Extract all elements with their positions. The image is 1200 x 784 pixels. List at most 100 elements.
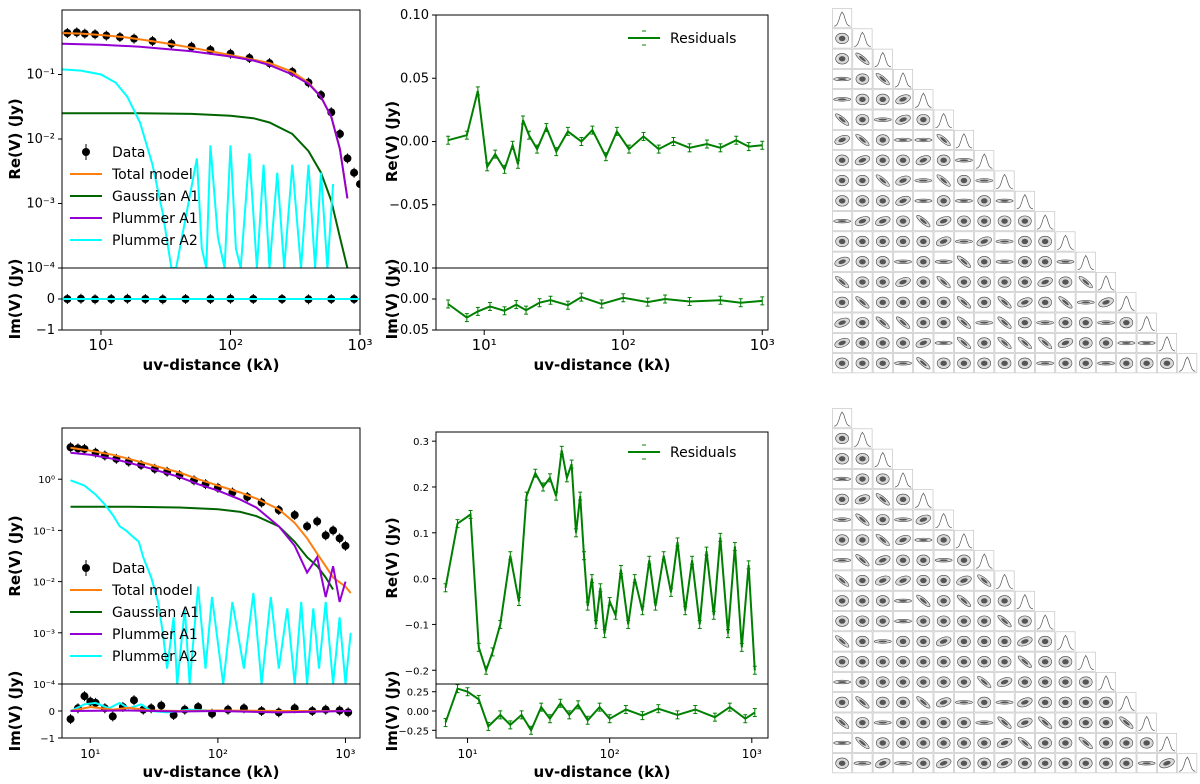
corner-contour-core [859, 177, 866, 184]
corner-contour-core [981, 259, 988, 265]
data-point [66, 443, 75, 452]
corner-contour-core [879, 760, 887, 766]
x-tick-label: 10³ [335, 747, 355, 761]
corner-contour-core [920, 638, 927, 645]
corner-contour-core [940, 198, 947, 204]
corner-contour-core [1082, 720, 1089, 726]
series-residuals [443, 684, 757, 735]
corner-contour-core [838, 320, 846, 325]
corner-contour-core [879, 238, 886, 245]
corner-contour-core [959, 199, 969, 202]
y-tick-label: −0.25 [398, 726, 429, 737]
corner-contour-core [1101, 362, 1111, 365]
y-tick-label: −1 [36, 323, 55, 338]
corner-contour-core [919, 360, 927, 367]
panel-bottom-middle: 0.3 0.2 0.1 0.0 −0.1 −0.2 0.25 0.00 −0.25 10¹ 10² 1… [383, 431, 769, 781]
y-tick-label: 0.00 [407, 707, 429, 718]
corner-contour-core [879, 557, 887, 563]
corner-contour-core [1041, 259, 1049, 265]
legend: Data Total model Gaussian A1 Plummer A1 Plum… [70, 144, 199, 249]
x-tick-label: 10³ [742, 747, 762, 761]
corner-contour-core [1000, 740, 1009, 746]
corner-contour-core [1041, 760, 1049, 766]
corner-histogram [833, 11, 851, 27]
corner-contour-core [1082, 679, 1089, 685]
corner-contour-core [898, 518, 908, 521]
corner-contour-core [1021, 340, 1029, 346]
corner-contour-core [1102, 760, 1110, 766]
series-line [70, 505, 334, 591]
y-tick-label: −1 [40, 734, 55, 745]
corner-contour-core [859, 320, 866, 326]
corner-contour-core [981, 638, 988, 645]
corner-contour-core [980, 577, 988, 584]
corner-histogram [976, 553, 993, 569]
corner-contour-core [1021, 300, 1029, 305]
corner-contour-core [960, 760, 968, 766]
data-point [80, 692, 89, 701]
corner-contour-core [1041, 638, 1049, 645]
corner-contour-core [859, 577, 866, 584]
data-point [344, 708, 353, 717]
corner-contour-core [1102, 300, 1110, 305]
corner-contour-core [1041, 238, 1049, 245]
corner-contour-core [899, 557, 907, 563]
corner-contour-core [1082, 279, 1090, 285]
corner-contour-core [1062, 299, 1069, 306]
corner-contour-core [837, 220, 847, 223]
corner-contour-core [899, 679, 907, 685]
legend-label: Plummer A1 [112, 211, 198, 227]
y-tick-label: 0.25 [407, 688, 429, 699]
corner-contour-core [1040, 321, 1050, 324]
corner-contour-core [899, 720, 907, 726]
series-residuals [443, 445, 757, 675]
data-point [350, 168, 359, 177]
corner-contour-core [1041, 699, 1049, 705]
y-axis-label-re: Re(V) (Jy) [6, 98, 24, 179]
corner-contour-core [859, 557, 866, 564]
corner-contour-core [879, 76, 887, 82]
y-axis-label-re: Re(V) (Jy) [6, 515, 24, 596]
corner-contour-core [838, 56, 846, 62]
corner-contour-core [981, 760, 988, 766]
corner-contour-core [1001, 340, 1008, 346]
corner-contour-core [1021, 700, 1029, 705]
corner-contour-core [859, 476, 866, 482]
corner-histogram [894, 472, 912, 488]
y-tick-label: −0.05 [389, 198, 429, 213]
corner-contour-core [837, 478, 847, 480]
corner-contour-core [940, 720, 947, 726]
legend-label: Residuals [670, 445, 736, 461]
corner-contour-core [879, 96, 886, 102]
corner-histogram-cell [913, 489, 934, 510]
series-line [447, 90, 763, 172]
corner-contour-core [859, 299, 866, 306]
corner-contour-core [940, 279, 948, 285]
corner-contour-core [919, 199, 928, 202]
corner-histogram-cell [852, 428, 873, 449]
corner-contour-core [940, 618, 947, 624]
corner-contour-core [981, 598, 988, 604]
corner-contour-core [940, 177, 948, 184]
corner-contour-core [1122, 719, 1130, 726]
corner-contour-core [859, 618, 866, 624]
corner-contour-core [899, 279, 907, 285]
legend-label: Gaussian A1 [112, 605, 199, 621]
corner-histogram [996, 573, 1013, 589]
y-axis-label-im: Im(V) (Jy) [6, 671, 24, 752]
corner-contour-core [1082, 360, 1089, 366]
corner-contour-core [939, 559, 948, 562]
x-tick-label: 10¹ [457, 747, 477, 761]
data-point [303, 522, 312, 531]
corner-contour-core [920, 618, 927, 624]
corner-histogram-cell [953, 529, 974, 550]
corner-contour-core [879, 496, 887, 503]
corner-contour-core [940, 137, 948, 143]
upper-axes-frame [435, 14, 769, 269]
data-point [343, 154, 352, 163]
corner-contour-core [838, 238, 846, 245]
corner-contour-core [960, 638, 968, 645]
corner-contour-core [919, 139, 928, 141]
corner-contour-core [981, 340, 988, 346]
